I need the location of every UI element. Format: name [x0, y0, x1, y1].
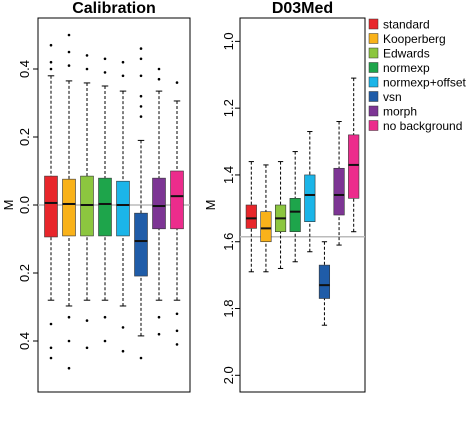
- legend-swatch: [368, 76, 379, 88]
- plot-frame: [239, 17, 366, 393]
- legend-swatch: [368, 33, 379, 44]
- y-tick-label: 0.2: [17, 128, 32, 146]
- outlier: [175, 329, 179, 333]
- outlier: [121, 349, 125, 353]
- legend-label: morph: [383, 105, 417, 119]
- outlier: [49, 356, 53, 360]
- outlier: [49, 43, 53, 47]
- box: [80, 175, 94, 237]
- outlier: [157, 67, 161, 71]
- outlier: [139, 47, 143, 50]
- chart-title: Calibration: [72, 0, 156, 17]
- outlier: [175, 343, 179, 346]
- outlier: [139, 57, 143, 61]
- outlier: [85, 54, 89, 57]
- legend-swatch: [368, 105, 379, 117]
- legend-label: Edwards: [383, 47, 430, 61]
- outlier: [121, 60, 125, 64]
- legend-label: normexp: [383, 61, 430, 75]
- y-tick-label: 0.4: [17, 60, 32, 78]
- box: [98, 177, 112, 237]
- box: [333, 167, 345, 216]
- outlier: [67, 64, 71, 67]
- box: [289, 198, 301, 233]
- box: [304, 174, 316, 222]
- outlier: [103, 57, 107, 61]
- outlier: [139, 94, 143, 98]
- box: [318, 264, 331, 299]
- y-tick-label: 1.4: [221, 166, 236, 184]
- legend-swatch: [368, 91, 379, 102]
- legend-label: no background: [383, 119, 462, 133]
- outlier: [157, 332, 161, 336]
- y-tick-label: 1.0: [221, 32, 236, 50]
- box: [44, 175, 58, 238]
- y-tick-label: 0.2: [17, 264, 32, 282]
- outlier: [67, 50, 71, 54]
- y-axis-label: M: [1, 200, 16, 211]
- y-tick-label: 0.4: [17, 332, 32, 350]
- outlier: [175, 81, 179, 84]
- y-tick-label: 1.2: [221, 99, 236, 117]
- outlier: [157, 77, 161, 81]
- legend-swatch: [368, 47, 379, 59]
- box: [116, 180, 130, 237]
- outlier: [67, 366, 71, 370]
- legend-swatch: [368, 120, 379, 131]
- outlier: [121, 74, 125, 78]
- outlier: [67, 339, 71, 343]
- outlier: [49, 67, 53, 71]
- outlier: [175, 312, 179, 316]
- outlier: [139, 74, 143, 78]
- outlier: [85, 319, 89, 322]
- box: [170, 170, 184, 230]
- outlier: [67, 315, 71, 319]
- outlier: [139, 115, 143, 118]
- outlier: [49, 322, 53, 326]
- outlier: [85, 67, 89, 71]
- box: [62, 178, 76, 237]
- box: [245, 204, 257, 229]
- outlier: [121, 326, 125, 329]
- box: [348, 134, 360, 199]
- outlier: [103, 315, 107, 319]
- y-axis-label: M: [203, 200, 218, 211]
- chart-title: D03Med: [272, 0, 333, 17]
- y-tick-label: 1.8: [221, 299, 236, 317]
- box: [260, 211, 272, 243]
- box: [134, 212, 148, 277]
- legend-label: vsn: [383, 90, 402, 104]
- outlier: [49, 346, 53, 350]
- outlier: [139, 105, 143, 108]
- outlier: [139, 356, 143, 360]
- y-tick-label: 0.0: [17, 196, 32, 214]
- box: [152, 177, 166, 230]
- legend-swatch: [368, 62, 379, 73]
- y-tick-label: 2.0: [221, 366, 236, 384]
- outlier: [67, 33, 71, 37]
- y-tick-label: 1.6: [221, 233, 236, 251]
- legend-swatch: [368, 18, 379, 30]
- legend-label: standard: [383, 18, 430, 32]
- outlier: [103, 339, 107, 343]
- outlier: [49, 60, 53, 64]
- legend-label: normexp+offset: [383, 76, 466, 90]
- outlier: [157, 315, 161, 319]
- outlier: [103, 71, 107, 74]
- outlier: [85, 346, 89, 350]
- legend-label: Kooperberg: [383, 32, 446, 46]
